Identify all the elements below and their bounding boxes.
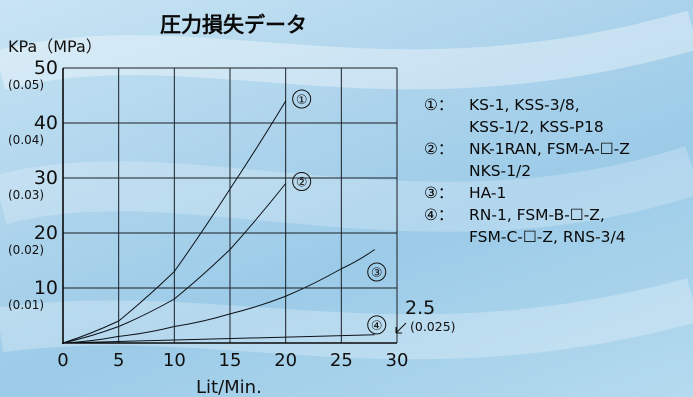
legend-key: ④： <box>424 206 454 224</box>
curve-line <box>62 334 375 344</box>
legend-line: NKS-1/2 <box>469 162 532 180</box>
y-tick-sublabel: (0.02) <box>8 243 44 257</box>
x-tick-label: 5 <box>113 350 124 371</box>
y-tick-label: 10 <box>34 277 58 299</box>
curve-number-circle <box>292 172 312 191</box>
curve-number-circle <box>367 315 387 335</box>
curves: ① ② ③ ④ <box>62 89 387 344</box>
y-tick-sublabel: (0.05) <box>8 78 44 92</box>
legend-lines: HA-1 <box>469 182 506 204</box>
x-tick-label: 10 <box>163 350 186 371</box>
y-tick-label: 50 <box>34 57 58 79</box>
x-tick-label: 25 <box>330 350 353 371</box>
legend-line: NK-1RAN, FSM-A-☐-Z <box>469 140 630 158</box>
curve-line <box>62 249 376 344</box>
y-tick-label: 30 <box>34 167 58 189</box>
curve-number: ④ <box>371 319 383 334</box>
legend-item: ③： HA-1 <box>424 182 630 204</box>
curve-number-circle <box>367 262 387 282</box>
legend-key: ③： <box>424 184 454 202</box>
x-tick-label: 30 <box>386 350 409 371</box>
y-tick-label: 20 <box>34 222 58 244</box>
grid <box>62 67 398 344</box>
x-ticks: 0 5 10 15 20 25 30 <box>57 350 408 371</box>
legend-line: FSM-C-☐-Z, RNS-3/4 <box>469 228 626 246</box>
legend-lines: RN-1, FSM-B-☐-Z, FSM-C-☐-Z, RNS-3/4 <box>469 204 626 248</box>
legend-key: ①： <box>424 96 454 114</box>
y-tick-sublabel: (0.01) <box>8 298 44 312</box>
annotation-sub: (0.025) <box>410 319 456 334</box>
annotation-value: 2.5 <box>405 297 435 319</box>
y-axis-label: KPa（MPa） <box>8 37 102 56</box>
legend-lines: NK-1RAN, FSM-A-☐-Z NKS-1/2 <box>469 138 630 182</box>
curve-number: ① <box>296 93 308 108</box>
y-ticks: 50(0.05) 40(0.04) 30(0.03) 20(0.02) 10(0.01) <box>8 57 58 312</box>
legend-line: HA-1 <box>469 184 507 202</box>
curve-line <box>62 183 287 344</box>
legend-item: ④： RN-1, FSM-B-☐-Z, FSM-C-☐-Z, RNS-3/4 <box>424 204 630 248</box>
curve-number: ③ <box>371 266 383 281</box>
legend-key: ②： <box>424 140 454 158</box>
legend-lines: KS-1, KSS-3/8, KSS-1/2, KSS-P18 <box>469 94 604 138</box>
x-tick-label: 20 <box>274 350 297 371</box>
curve-line <box>62 100 287 344</box>
annotation-arrow <box>395 322 407 334</box>
y-tick-label: 40 <box>34 112 58 134</box>
x-axis-label: Lit/Min. <box>196 377 262 397</box>
x-tick-label: 0 <box>57 350 68 371</box>
legend-item: ①： KS-1, KSS-3/8, KSS-1/2, KSS-P18 <box>424 94 630 138</box>
annotation-2-5: 2.5 (0.025) <box>395 297 456 334</box>
legend-line: RN-1, FSM-B-☐-Z, <box>469 206 605 224</box>
legend-item: ②： NK-1RAN, FSM-A-☐-Z NKS-1/2 <box>424 138 630 182</box>
x-tick-label: 15 <box>219 350 242 371</box>
legend-line: KSS-1/2, KSS-P18 <box>469 118 604 136</box>
y-tick-sublabel: (0.04) <box>8 133 44 147</box>
chart-title: 圧力損失データ <box>160 13 307 37</box>
legend-line: KS-1, KSS-3/8, <box>469 96 580 114</box>
curve-number: ② <box>296 176 308 191</box>
legend: ①： KS-1, KSS-3/8, KSS-1/2, KSS-P18 ②： NK-1RA… <box>424 94 630 248</box>
curve-number-circle <box>292 89 312 109</box>
y-tick-sublabel: (0.03) <box>8 188 44 202</box>
